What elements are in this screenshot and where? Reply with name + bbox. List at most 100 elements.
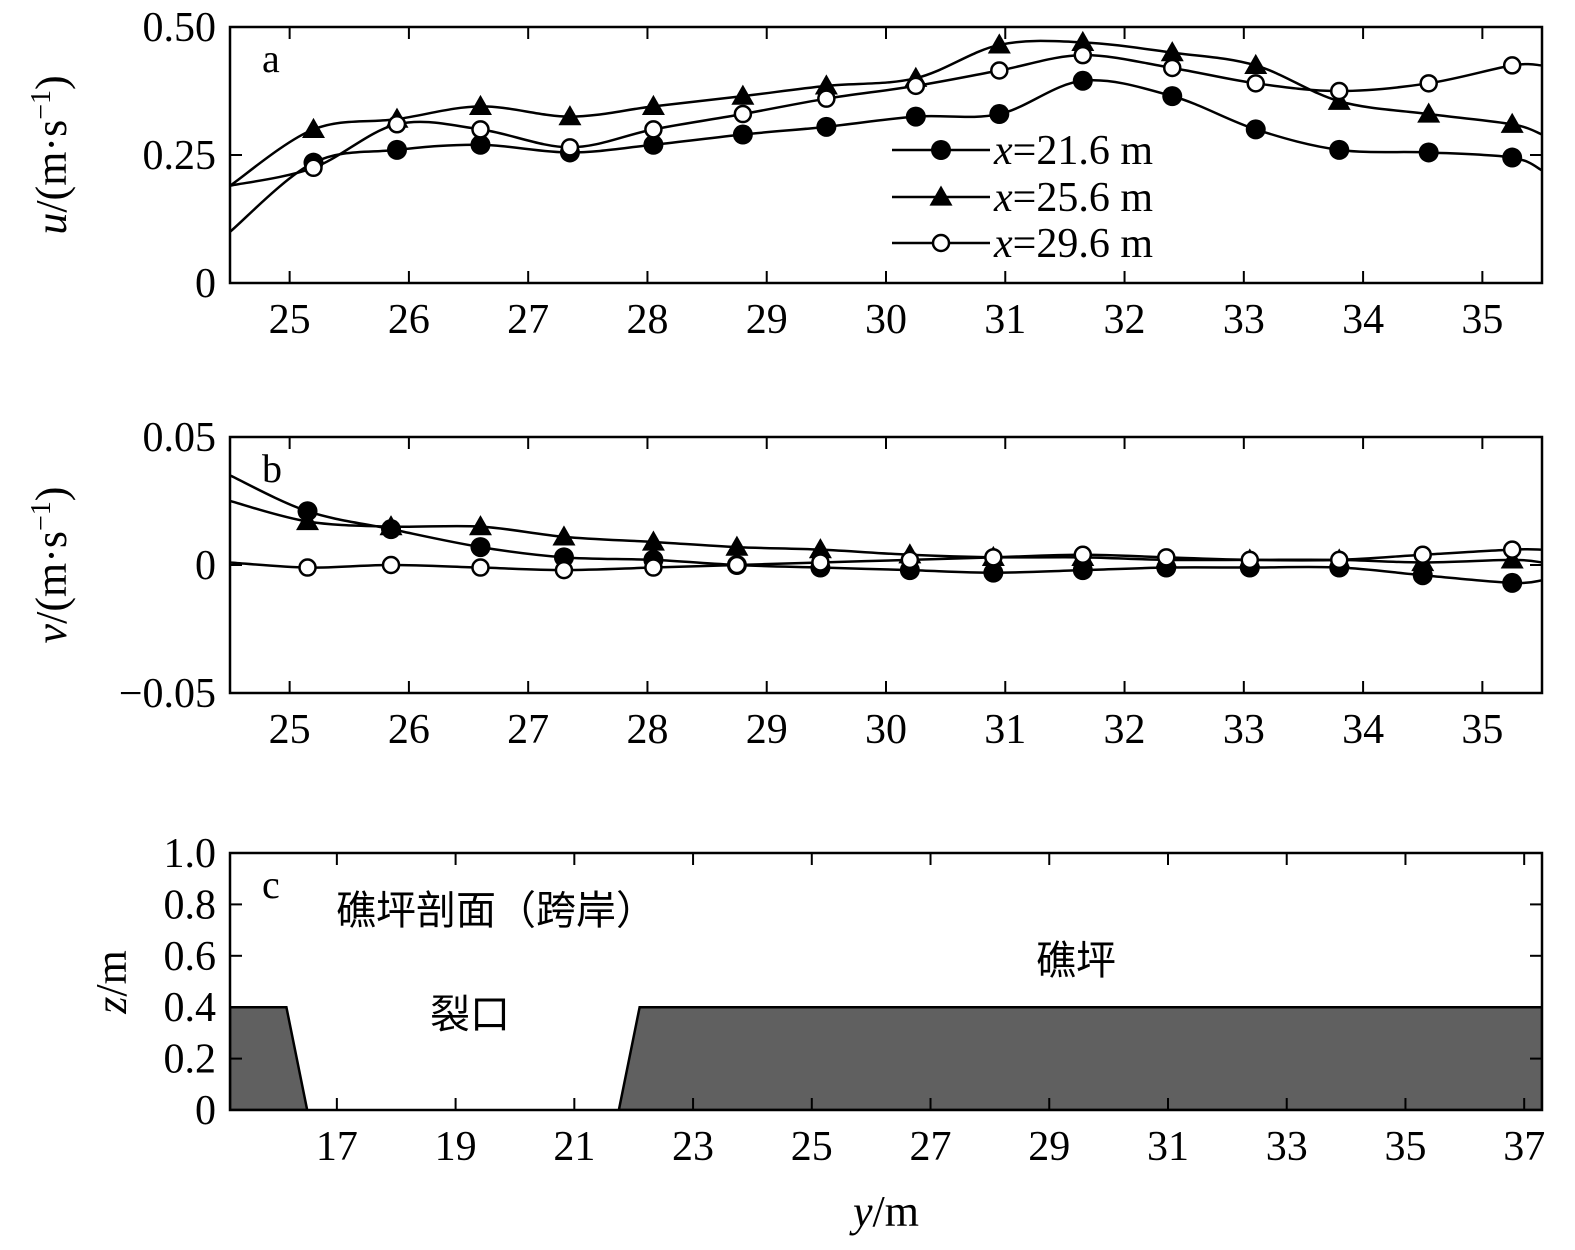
panel-c-title: 礁坪剖面（跨岸） bbox=[336, 888, 656, 934]
x-tick-label: 31 bbox=[1147, 1124, 1189, 1170]
y-tick-label: 0 bbox=[195, 543, 216, 589]
x-tick-label: 29 bbox=[746, 297, 788, 343]
legend-entry: x=25.6 m bbox=[993, 175, 1153, 221]
marker-filled-triangle bbox=[641, 530, 665, 551]
x-axis-label-c: y/m bbox=[849, 1187, 919, 1236]
x-tick-label: 28 bbox=[626, 297, 668, 343]
panel-a: 25 26 27 28 29 30 31 32 33 34 35 0 0.25 0.50 a x=21.… bbox=[26, 5, 1544, 343]
marker-open-circle bbox=[1246, 74, 1265, 93]
marker-open-circle bbox=[984, 548, 1003, 567]
marker-filled-triangle bbox=[552, 525, 576, 546]
x-tick-label: 25 bbox=[791, 1124, 833, 1170]
marker-open-circle bbox=[560, 138, 580, 157]
x-tick-label: 25 bbox=[269, 297, 311, 343]
x-tick-label: 26 bbox=[388, 297, 430, 343]
panel-c: 17 19 21 23 25 27 29 31 33 35 37 00.20.40.60.81.0 … bbox=[87, 831, 1545, 1236]
marker-filled-circle bbox=[1502, 147, 1523, 168]
marker-filled-triangle bbox=[301, 117, 325, 139]
marker-filled-circle bbox=[1329, 139, 1350, 160]
marker-filled-triangle bbox=[731, 84, 755, 105]
series-line bbox=[230, 39, 1542, 187]
x-tick-label: 35 bbox=[1461, 707, 1503, 753]
marker-open-circle bbox=[304, 158, 323, 178]
marker-open-circle bbox=[1419, 74, 1438, 93]
marker-open-circle bbox=[1073, 545, 1093, 565]
marker-filled-triangle bbox=[1160, 41, 1184, 62]
marker-open-circle bbox=[906, 76, 926, 96]
y-tick-label: 0.6 bbox=[164, 934, 217, 980]
marker-open-circle bbox=[811, 553, 830, 572]
y-ticks-a: 0 0.25 0.50 bbox=[143, 5, 1542, 307]
marker-filled-triangle bbox=[814, 74, 838, 95]
x-tick-label: 19 bbox=[435, 1124, 477, 1170]
marker-open-circle bbox=[471, 558, 490, 577]
x-tick-label: 35 bbox=[1461, 297, 1503, 343]
marker-filled-triangle bbox=[808, 538, 832, 559]
y-tick-label: 0.25 bbox=[143, 133, 217, 179]
marker-open-circle bbox=[900, 550, 920, 570]
y-ticks-c: 0 0.2 0.4 0.6 0.8 1.0 bbox=[164, 831, 1542, 1134]
marker-filled-circle bbox=[983, 562, 1004, 583]
y-tick-label: 0.8 bbox=[164, 882, 217, 928]
x-tick-label: 31 bbox=[984, 297, 1026, 343]
marker-open-circle bbox=[644, 120, 663, 139]
x-tick-label: 32 bbox=[1104, 707, 1146, 753]
x-tick-label: 33 bbox=[1266, 1124, 1308, 1170]
y-tick-label: −0.05 bbox=[119, 671, 216, 717]
y-ticks-b: −0.05 0 0.05 bbox=[119, 415, 1542, 717]
marker-filled-triangle bbox=[1500, 112, 1524, 133]
marker-filled-triangle bbox=[1071, 30, 1095, 51]
marker-filled-circle bbox=[732, 124, 753, 145]
x-tick-label: 26 bbox=[388, 707, 430, 753]
x-tick-label: 37 bbox=[1503, 1124, 1545, 1170]
marker-open-circle bbox=[733, 104, 753, 124]
panel-letter-c: c bbox=[262, 862, 280, 907]
marker-filled-triangle bbox=[379, 515, 403, 536]
marker-open-circle bbox=[554, 560, 574, 580]
marker-filled-circle bbox=[470, 537, 491, 558]
series-lines-a bbox=[230, 39, 1542, 233]
series-markers-a bbox=[301, 30, 1524, 178]
marker-filled-circle bbox=[931, 140, 951, 160]
y-axis-label-b: v/(m·s−1) bbox=[26, 487, 76, 644]
marker-open-circle bbox=[298, 558, 317, 577]
reef-profile-right bbox=[617, 1005, 1542, 1110]
x-tick-label: 21 bbox=[553, 1124, 595, 1170]
marker-filled-triangle bbox=[296, 509, 320, 531]
marker-filled-circle bbox=[386, 139, 407, 160]
x-tick-label: 35 bbox=[1384, 1124, 1426, 1170]
x-tick-label: 34 bbox=[1342, 297, 1384, 343]
x-tick-label: 27 bbox=[507, 297, 549, 343]
y-axis-label-a: u/(m·s−1) bbox=[26, 75, 76, 234]
x-tick-label: 27 bbox=[507, 707, 549, 753]
marker-open-circle bbox=[1157, 548, 1176, 567]
y-tick-label: 0.4 bbox=[164, 985, 217, 1031]
marker-filled-triangle bbox=[929, 185, 953, 206]
marker-open-circle bbox=[1329, 550, 1349, 570]
reef-profile bbox=[230, 1005, 1542, 1110]
marker-filled-circle bbox=[1502, 572, 1523, 593]
marker-open-circle bbox=[1502, 540, 1522, 559]
y-tick-label: 0.2 bbox=[164, 1037, 217, 1083]
panel-letter-a: a bbox=[262, 36, 280, 81]
marker-filled-triangle bbox=[725, 535, 749, 556]
marker-filled-circle bbox=[905, 106, 926, 127]
plot-frame-c bbox=[228, 851, 1544, 1112]
x-ticks-a: 25 26 27 28 29 30 31 32 33 34 35 bbox=[269, 27, 1503, 343]
series-markers-b bbox=[296, 501, 1524, 593]
marker-filled-circle bbox=[553, 547, 574, 568]
marker-open-circle bbox=[1073, 45, 1093, 65]
marker-filled-circle bbox=[989, 104, 1010, 125]
marker-filled-triangle bbox=[1417, 102, 1441, 123]
x-tick-label: 23 bbox=[672, 1124, 714, 1170]
marker-filled-triangle bbox=[558, 105, 582, 126]
panel-letter-b: b bbox=[262, 446, 282, 491]
marker-open-circle bbox=[1240, 550, 1260, 570]
marker-filled-circle bbox=[1245, 119, 1266, 140]
marker-filled-triangle bbox=[468, 94, 492, 115]
x-tick-label: 31 bbox=[984, 707, 1026, 753]
y-tick-label: 0 bbox=[195, 261, 216, 307]
marker-filled-circle bbox=[1418, 142, 1439, 163]
marker-filled-triangle bbox=[641, 94, 665, 115]
